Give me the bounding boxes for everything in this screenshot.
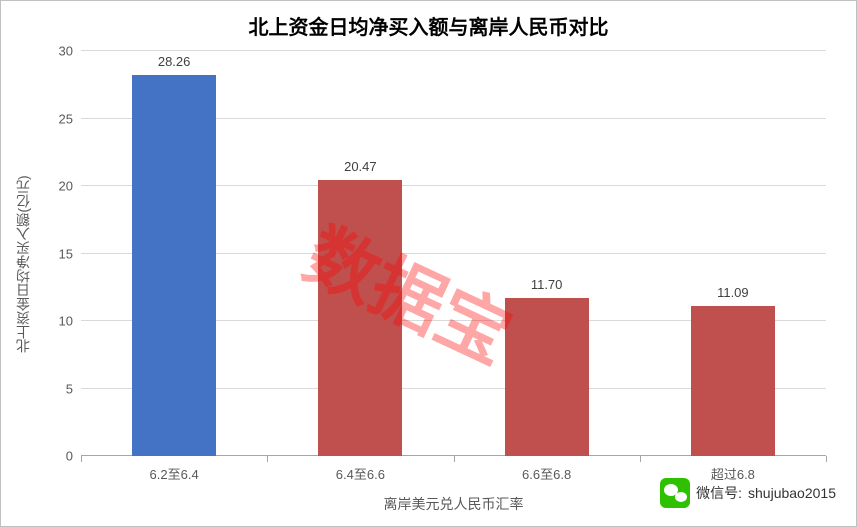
y-tick-label: 30: [59, 44, 73, 59]
bar: 11.70: [505, 298, 589, 456]
wechat-icon: [660, 478, 690, 508]
y-axis-label: 北上资金日均净买入额(亿元): [13, 175, 33, 352]
grid-line: [81, 50, 826, 51]
x-tick: [267, 456, 268, 462]
bar: 28.26: [132, 75, 216, 457]
x-category-label: 6.4至6.6: [336, 464, 385, 483]
y-tick-label: 15: [59, 246, 73, 261]
x-tick: [454, 456, 455, 462]
y-tick-label: 25: [59, 111, 73, 126]
plot-area: 05101520253028.266.2至6.420.476.4至6.611.7…: [81, 51, 826, 456]
y-tick-label: 0: [66, 449, 73, 464]
bar-value-label: 11.09: [683, 285, 783, 300]
chart-title: 北上资金日均净买入额与离岸人民币对比: [1, 11, 856, 40]
wechat-handle: shujubao2015: [748, 485, 836, 501]
bar-value-label: 20.47: [310, 159, 410, 174]
y-tick-label: 5: [66, 381, 73, 396]
x-tick: [826, 456, 827, 462]
y-tick-label: 10: [59, 314, 73, 329]
x-tick: [640, 456, 641, 462]
x-tick: [81, 456, 82, 462]
chart-container: 北上资金日均净买入额与离岸人民币对比 北上资金日均净买入额(亿元) 051015…: [0, 0, 857, 527]
x-category-label: 6.2至6.4: [150, 464, 199, 483]
bar: 20.47: [318, 180, 402, 456]
y-tick-label: 20: [59, 179, 73, 194]
bar-value-label: 11.70: [497, 277, 597, 292]
x-category-label: 6.6至6.8: [522, 464, 571, 483]
bar: 11.09: [691, 306, 775, 456]
bar-value-label: 28.26: [124, 54, 224, 69]
wechat-prefix: 微信号:: [696, 483, 742, 503]
wechat-attribution: 微信号: shujubao2015: [660, 478, 836, 508]
